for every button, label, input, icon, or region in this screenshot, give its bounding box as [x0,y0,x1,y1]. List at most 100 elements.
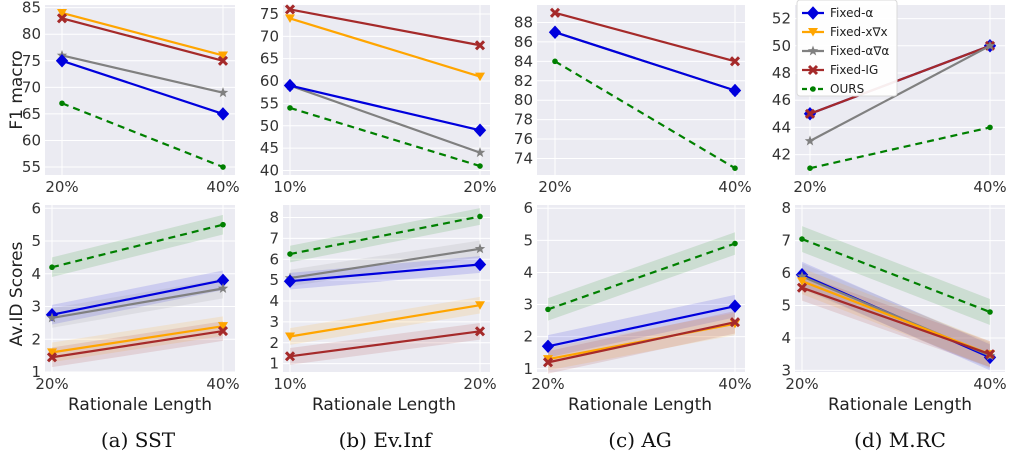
panel-top-a: 55 60 65 70 75 80 85 20% 40% [22,0,240,196]
y-tick-label: 3 [523,296,533,314]
series-ours [807,124,993,171]
series-ours [59,100,226,170]
line-fixed-ig [809,44,991,115]
series-fixed-ig [549,7,741,67]
line-fixed [51,287,224,320]
y-tick-label: 7 [781,232,791,250]
y-tick-label: 82 [514,72,533,90]
point-fixed-ig [46,352,58,363]
point-fixed [728,83,742,98]
y-tick-label: 86 [514,33,533,51]
line-fixed-x-x [51,325,224,354]
x-tick-label: 40% [718,178,751,196]
x-tick-label: 10% [273,178,306,196]
line-fixed [809,44,991,142]
point-fixed-ig [217,55,229,66]
point-fixed-ig [729,56,741,67]
series-fixed-x-x [285,301,485,342]
legend-item-ours: OURS [802,82,864,96]
y-tick-label: 80 [22,25,41,43]
plot-background [537,205,745,372]
legend-label: Fixed-α∇α [830,44,889,58]
point-fixed [46,312,58,323]
point-fixed [283,78,297,93]
point-fixed-x-x [285,332,295,342]
x-tick-label: 20% [793,178,826,196]
y-tick-label: 45 [260,139,279,157]
line-ours [289,106,481,168]
series-ours [49,221,226,271]
series-ours [799,236,993,315]
y-tick-label: 8 [269,209,279,227]
point-fixed-x-x [218,51,228,60]
y-tick-label: 2 [523,328,533,346]
y-tick-label: 1 [31,363,41,381]
xlabel-d: Rationale Length [828,395,972,415]
series-fixed-ig [56,13,229,66]
y-tick-label: 50 [260,117,279,135]
panel-top-b: 40 45 50 55 60 65 70 75 10% 20% [260,4,497,196]
top-row-ylabel: F1 macro [7,50,27,129]
x-tick-label: 20% [463,375,496,393]
legend-swatch-marker [806,6,820,20]
y-tick-label: 76 [514,130,533,148]
point-fixed-ig [474,326,486,337]
point-fixed [796,270,808,281]
xlabel-a: Rationale Length [68,395,212,415]
y-tick-label: 85 [22,0,41,17]
x-tick-label: 40% [973,178,1006,196]
point-ours [552,58,558,65]
legend-item-fixed: Fixed-α∇α [802,44,889,58]
line-fixed [289,247,481,280]
plot-background [283,5,490,175]
series-fixed [55,54,230,121]
plot-background [45,5,235,175]
series-fixed-x-x [285,14,485,82]
point-fixed [55,54,69,68]
point-fixed-x-x [285,14,295,23]
y-tick-label: 3 [781,361,791,379]
y-tick-label: 55 [260,94,279,112]
point-fixed-x-x [218,322,228,331]
point-fixed-x-x [543,355,553,364]
line-ours [289,215,481,256]
point-fixed-ig [284,4,296,15]
point-fixed-ig [804,108,816,119]
y-tick-label: 6 [523,199,533,217]
y-tick-label: 80 [514,91,533,109]
y-tick-label: 65 [22,105,41,123]
point-fixed [728,299,742,313]
series-fixed-ig [796,282,996,360]
point-fixed-ig [796,282,808,293]
point-fixed-x-x [797,277,807,286]
point-ours [732,240,738,247]
point-ours [799,236,805,242]
point-fixed-x-x [475,301,485,310]
legend-swatch-marker [808,28,818,37]
y-tick-label: 4 [31,265,41,283]
panel-bottom-a: 1 2 3 4 5 6 20% 40% [31,199,239,393]
series-fixed-ig [542,317,741,368]
line-ours [809,126,991,170]
point-fixed [804,135,816,146]
x-tick-label: 40% [718,375,751,393]
y-tick-label: 60 [260,72,279,90]
y-tick-label: 48 [772,64,791,82]
line-fixed-x-x [61,11,224,57]
y-tick-label: 78 [514,111,533,129]
y-tick-label: 88 [514,13,533,31]
legend-box [796,0,898,97]
point-fixed [283,274,297,288]
point-fixed-ig [474,40,486,51]
line-fixed [289,84,481,132]
line-fixed-ig [547,321,736,364]
point-ours [732,165,738,171]
series-fixed [283,257,487,288]
y-tick-label: 2 [269,334,279,352]
y-tick-label: 75 [260,5,279,23]
line-ours [547,242,736,311]
caption-a: (a) SST [101,428,176,452]
x-tick-label: 40% [973,375,1006,393]
